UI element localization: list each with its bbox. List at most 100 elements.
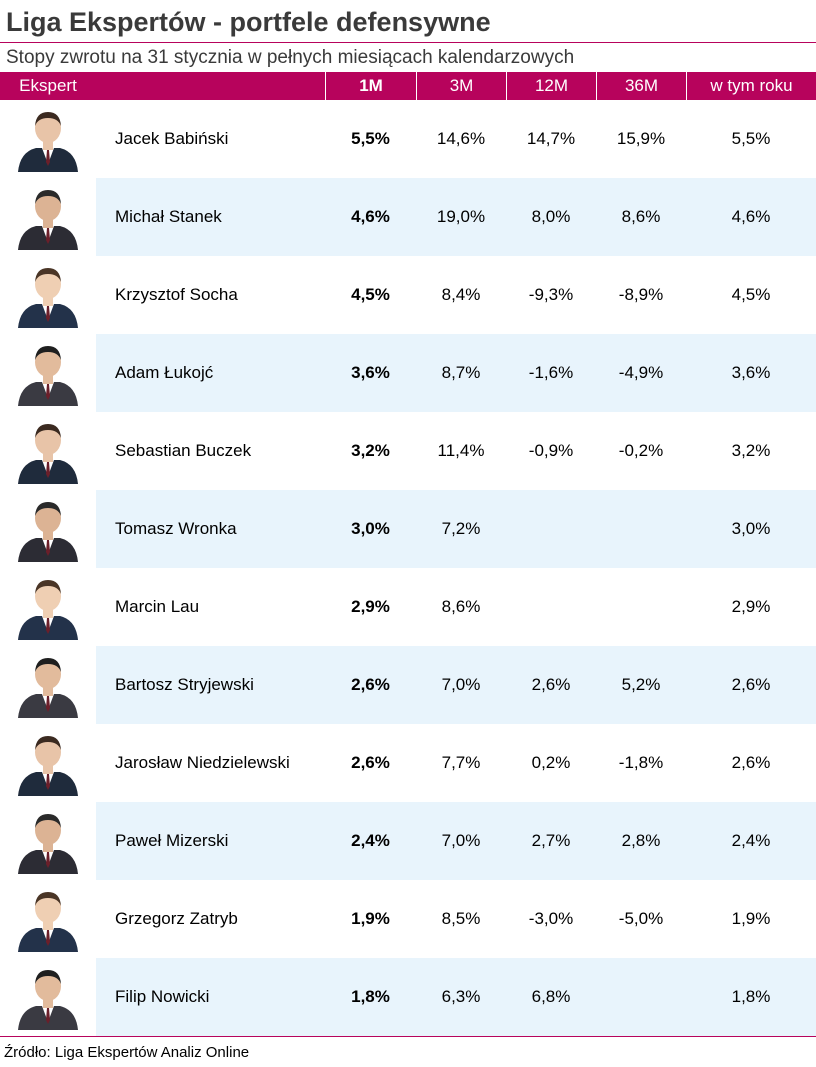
table-row: Jacek Babiński 5,5% 14,6% 14,7% 15,9% 5,5% [0, 100, 816, 178]
cell-12m: -3,0% [528, 909, 574, 928]
expert-name: Adam Łukojć [115, 363, 214, 382]
cell-36m: -8,9% [618, 285, 664, 304]
cell-3m: 7,0% [441, 675, 481, 694]
cell-1m: 1,8% [351, 987, 390, 1006]
column-header-ytd: w tym roku [686, 72, 816, 100]
cell-ytd: 3,6% [731, 363, 771, 382]
person-photo-icon [14, 418, 82, 484]
expert-name: Filip Nowicki [115, 987, 210, 1006]
cell-ytd: 3,2% [731, 441, 771, 460]
cell-ytd: 5,5% [731, 129, 771, 148]
table-row: Marcin Lau 2,9% 8,6% 2,9% [0, 568, 816, 646]
table-row: Bartosz Stryjewski 2,6% 7,0% 2,6% 5,2% 2,6% [0, 646, 816, 724]
person-photo-icon [14, 496, 82, 562]
cell-36m: 5,2% [621, 675, 661, 694]
cell-36m: 2,8% [621, 831, 661, 850]
cell-1m: 4,5% [351, 285, 390, 304]
person-photo-icon [14, 652, 82, 718]
person-photo-icon [14, 730, 82, 796]
table-row: Adam Łukojć 3,6% 8,7% -1,6% -4,9% 3,6% [0, 334, 816, 412]
cell-ytd: 3,0% [731, 519, 771, 538]
cell-36m: 15,9% [616, 129, 666, 148]
cell-36m: -4,9% [618, 363, 664, 382]
footer-divider [0, 1036, 816, 1037]
column-header-1m: 1M [325, 72, 416, 100]
cell-ytd: 2,6% [731, 675, 771, 694]
column-header-3m: 3M [416, 72, 506, 100]
column-header-36m: 36M [596, 72, 686, 100]
cell-3m: 11,4% [437, 441, 485, 460]
cell-1m: 5,5% [351, 129, 390, 148]
cell-ytd: 4,5% [731, 285, 771, 304]
row-band [96, 646, 816, 724]
cell-1m: 3,2% [351, 441, 390, 460]
cell-3m: 7,7% [441, 753, 481, 772]
cell-3m: 8,7% [441, 363, 481, 382]
cell-12m: 2,6% [531, 675, 571, 694]
person-photo-icon [14, 808, 82, 874]
cell-36m [596, 568, 686, 646]
row-band [96, 490, 816, 568]
cell-1m: 2,6% [351, 753, 390, 772]
person-photo-icon [14, 184, 82, 250]
cell-ytd: 2,9% [731, 597, 771, 616]
row-band [96, 178, 816, 256]
expert-name: Krzysztof Socha [115, 285, 238, 304]
table-row: Tomasz Wronka 3,0% 7,2% 3,0% [0, 490, 816, 568]
table-row: Jarosław Niedzielewski 2,6% 7,7% 0,2% -1,8% 2… [0, 724, 816, 802]
cell-12m: -1,6% [528, 363, 574, 382]
person-photo-icon [14, 106, 82, 172]
cell-12m: 8,0% [531, 207, 571, 226]
row-band [96, 334, 816, 412]
cell-3m: 8,6% [441, 597, 481, 616]
cell-3m: 6,3% [441, 987, 481, 1006]
table-row: Krzysztof Socha 4,5% 8,4% -9,3% -8,9% 4,5% [0, 256, 816, 334]
page-title: Liga Ekspertów - portfele defensywne [6, 7, 491, 37]
cell-36m: 8,6% [621, 207, 661, 226]
cell-36m: -0,2% [618, 441, 664, 460]
expert-name: Tomasz Wronka [115, 519, 237, 538]
table-row: Michał Stanek 4,6% 19,0% 8,0% 8,6% 4,6% [0, 178, 816, 256]
row-band [96, 802, 816, 880]
person-photo-icon [14, 574, 82, 640]
cell-36m [596, 958, 686, 1036]
expert-name: Michał Stanek [115, 207, 222, 226]
cell-3m: 19,0% [436, 207, 486, 226]
cell-12m: 6,8% [531, 987, 571, 1006]
cell-1m: 3,0% [351, 519, 390, 538]
cell-12m: 2,7% [531, 831, 571, 850]
person-photo-icon [14, 262, 82, 328]
cell-36m [596, 490, 686, 568]
expert-name: Sebastian Buczek [115, 441, 252, 460]
person-photo-icon [14, 340, 82, 406]
cell-ytd: 1,8% [731, 987, 771, 1006]
cell-ytd: 4,6% [731, 207, 771, 226]
cell-1m: 2,6% [351, 675, 390, 694]
cell-3m: 7,0% [441, 831, 481, 850]
source-note: Źródło: Liga Ekspertów Analiz Online [4, 1044, 250, 1061]
cell-1m: 1,9% [351, 909, 390, 928]
person-photo-icon [14, 886, 82, 952]
cell-3m: 14,6% [436, 129, 486, 148]
cell-3m: 7,2% [441, 519, 481, 538]
title-divider [0, 42, 816, 43]
table-row: Paweł Mizerski 2,4% 7,0% 2,7% 2,8% 2,4% [0, 802, 816, 880]
table-row: Sebastian Buczek 3,2% 11,4% -0,9% -0,2% 3,2% [0, 412, 816, 490]
expert-name: Jacek Babiński [115, 129, 229, 148]
cell-36m: -1,8% [618, 753, 664, 772]
column-header-expert: Ekspert [19, 76, 77, 95]
table-row: Filip Nowicki 1,8% 6,3% 6,8% 1,8% [0, 958, 816, 1036]
cell-12m [506, 490, 596, 568]
column-header-12m: 12M [506, 72, 596, 100]
cell-12m [506, 568, 596, 646]
cell-12m: -9,3% [528, 285, 574, 304]
person-photo-icon [14, 964, 82, 1030]
expert-name: Marcin Lau [115, 597, 200, 616]
expert-name: Grzegorz Zatryb [115, 909, 238, 928]
cell-36m: -5,0% [618, 909, 664, 928]
cell-ytd: 2,4% [731, 831, 771, 850]
cell-1m: 2,9% [351, 597, 390, 616]
expert-name: Bartosz Stryjewski [115, 675, 254, 694]
cell-1m: 2,4% [351, 831, 390, 850]
cell-12m: 14,7% [526, 129, 576, 148]
